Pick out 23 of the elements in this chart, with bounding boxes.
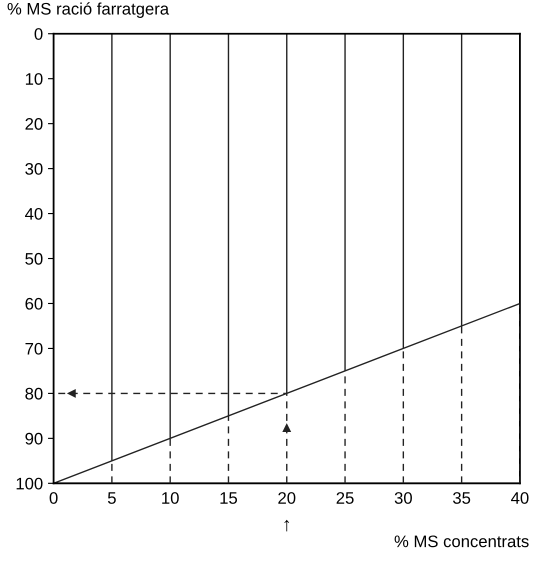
y-tick-label: 80 [25,388,43,400]
y-tick-label: 50 [25,252,43,265]
x-tick-label: 0 [50,492,58,504]
y-tick-label: 60 [25,298,43,310]
y-axis-title: % MS ració farratgera [8,2,170,18]
x-tick-label: 25 [336,492,354,504]
y-tick-label: 0 [34,28,43,40]
x-tick-label: 35 [452,492,470,504]
y-tick-label: 30 [25,163,43,175]
x-tick-label: 20 [278,492,296,504]
x-tick-label: 30 [394,492,412,504]
y-tick-label: 40 [25,208,43,220]
y-tick-label: 10 [26,73,43,85]
y-tick-label: 70 [26,342,43,355]
x-axis-title: % MS concentrats [394,535,529,548]
text: ↑ [284,520,290,532]
x-tick-label: 5 [108,492,116,504]
x-tick-label: 15 [220,492,238,504]
y-tick-label: 100 [16,478,43,490]
y-tick-label: 90 [25,432,43,445]
x-tick-label: 40 [511,492,529,504]
x-tick-label: 10 [162,492,179,504]
y-tick-label: 20 [25,118,43,130]
